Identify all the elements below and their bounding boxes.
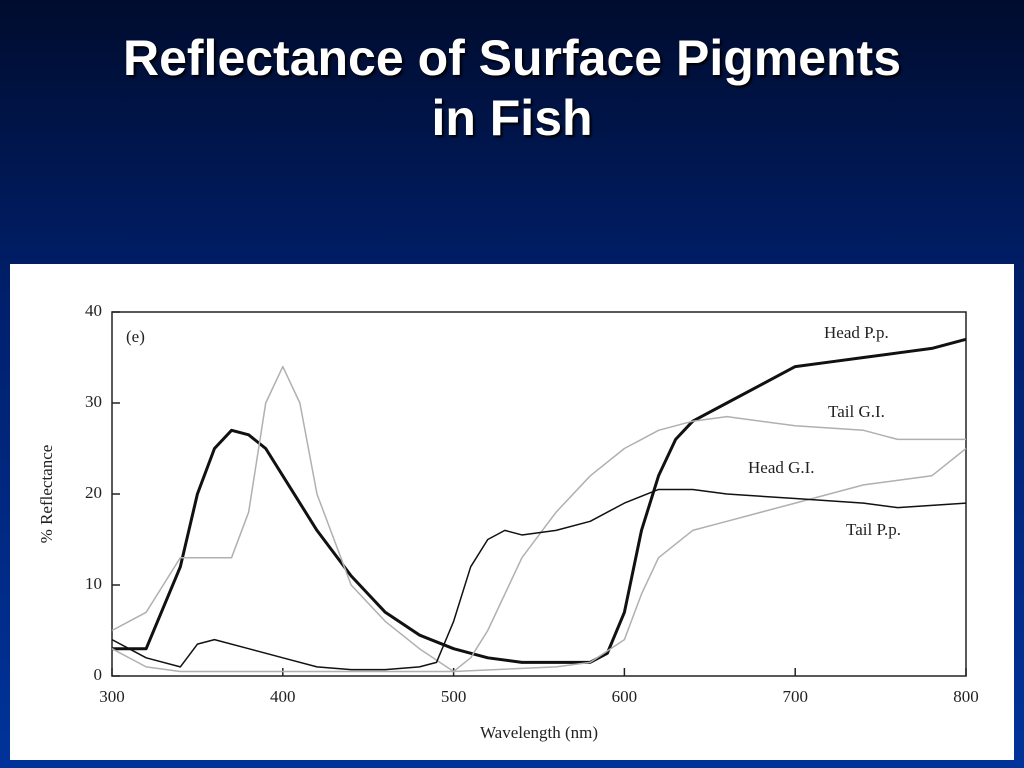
y-tick-label: 20 [85,483,102,502]
x-tick-label: 600 [612,687,638,706]
x-tick-label: 400 [270,687,296,706]
y-tick-label: 40 [85,301,102,320]
x-tick-label: 500 [441,687,467,706]
series-label: Head P.p. [824,323,889,342]
series-label: Head G.I. [748,458,815,477]
series-line [111,365,966,673]
series-line [111,447,967,673]
y-tick-label: 30 [85,392,102,411]
y-tick-label: 10 [85,574,102,593]
x-tick-label: 700 [782,687,808,706]
x-tick-label: 300 [99,687,125,706]
series-line [112,337,967,664]
y-tick-label: 0 [94,665,103,684]
chart-panel [10,264,1014,760]
x-axis-label: Wavelength (nm) [480,723,598,742]
series-label: Tail G.I. [828,402,885,421]
y-axis-label: % Reflectance [37,445,56,544]
x-tick-label: 800 [953,687,979,706]
series-line [111,488,967,671]
series-label: Tail P.p. [846,520,901,539]
slide-title: Reflectance of Surface Pigments in Fish [122,30,902,146]
panel-label: (e) [126,327,145,346]
